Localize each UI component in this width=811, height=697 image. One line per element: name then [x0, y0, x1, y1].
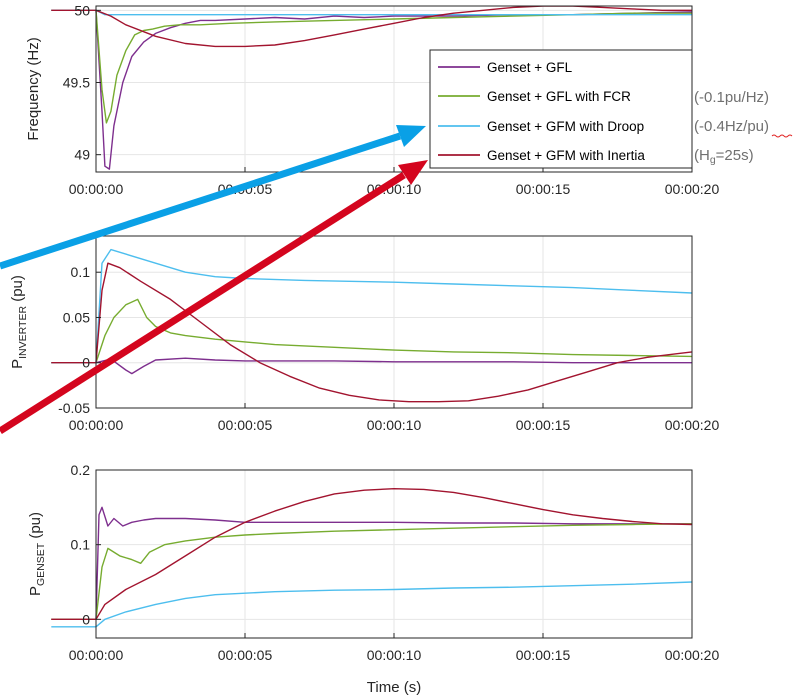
x-tick-label: 00:00:20	[665, 417, 720, 433]
x-axis-label: Time (s)	[367, 679, 421, 696]
note-inertia-constant: (Hg=25s)	[694, 147, 754, 166]
y-tick-label: 0.1	[71, 537, 91, 553]
y-axis-label: PGENSET (pu)	[27, 512, 47, 596]
y-axis-label: PINVERTER (pu)	[9, 275, 29, 369]
y-tick-labels: 0 0.1 0.2	[71, 462, 101, 627]
arrow-droop	[0, 125, 426, 270]
x-tick-label: 00:00:05	[218, 647, 273, 663]
y-tick-labels: -0.05 0 0.05 0.1	[58, 264, 101, 416]
y-tick-label: 49	[74, 147, 90, 163]
genset-power-panel: 0 0.1 0.2 00:00:00 00:00:05 00:00:10 00:00:15…	[27, 462, 719, 663]
series-line-gfm-inertia	[51, 488, 692, 620]
x-tick-label: 00:00:10	[367, 417, 422, 433]
x-tick-label: 00:00:15	[516, 647, 571, 663]
legend-label-gfm-inertia: Genset + GFM with Inertia	[487, 148, 645, 163]
series-line-gfm-droop	[51, 248, 692, 364]
series-line-gfl	[51, 357, 692, 375]
y-tick-label: 0.1	[71, 264, 91, 280]
spellcheck-underline	[771, 134, 793, 138]
legend-label-gfl-fcr: Genset + GFL with FCR	[487, 89, 631, 104]
arrow-inertia-head	[398, 160, 428, 185]
series-line-gfl	[51, 506, 692, 620]
legend-label-gfl: Genset + GFL	[487, 60, 573, 75]
series-line-gfl-fcr	[51, 523, 692, 620]
legend-label-gfm-droop: Genset + GFM with Droop	[487, 119, 644, 134]
y-tick-label: 0	[82, 611, 90, 627]
series-line-gfl-fcr	[51, 9, 692, 124]
x-tick-label: 00:00:20	[665, 181, 720, 197]
series-line-gfm-inertia	[51, 262, 692, 403]
y-tick-label: 0.2	[71, 462, 91, 478]
y-tick-label: -0.05	[58, 400, 90, 416]
arrow-droop-shaft	[0, 132, 402, 270]
x-tick-label: 00:00:05	[218, 417, 273, 433]
y-tick-label: 0.05	[63, 309, 90, 325]
series-group	[51, 488, 692, 628]
x-tick-label: 00:00:15	[516, 181, 571, 197]
x-tick-label: 00:00:00	[69, 181, 124, 197]
series-group	[51, 248, 692, 403]
x-tick-label: 00:00:00	[69, 417, 124, 433]
note-droop-gain: (-0.4Hz/pu)	[694, 118, 769, 135]
legend-box	[429, 49, 693, 169]
x-tick-labels: 00:00:00 00:00:05 00:00:10 00:00:15 00:00:20	[69, 403, 720, 433]
x-tick-label: 00:00:15	[516, 417, 571, 433]
x-tick-label: 00:00:10	[367, 647, 422, 663]
series-line-gfm-droop	[51, 581, 692, 628]
legend: Genset + GFL Genset + GFL with FCR Gense…	[429, 49, 693, 169]
note-fcr-gain: (-0.1pu/Hz)	[694, 89, 769, 106]
y-tick-label: 50	[74, 2, 90, 18]
x-tick-labels: 00:00:00 00:00:05 00:00:10 00:00:15 00:00:20	[69, 633, 720, 663]
series-line-gfl-fcr	[51, 298, 692, 364]
y-tick-label: 49.5	[63, 75, 90, 91]
series-line-gfl	[51, 9, 692, 170]
arrow-droop-head	[396, 125, 426, 147]
x-tick-label: 00:00:00	[69, 647, 124, 663]
x-tick-label: 00:00:20	[665, 647, 720, 663]
arrow-inertia	[0, 160, 428, 434]
arrow-inertia-shaft	[0, 172, 406, 434]
y-tick-labels: 49 49.5 50	[63, 2, 101, 163]
y-axis-label: Frequency (Hz)	[25, 37, 42, 140]
y-tick-label: 0	[82, 355, 90, 371]
